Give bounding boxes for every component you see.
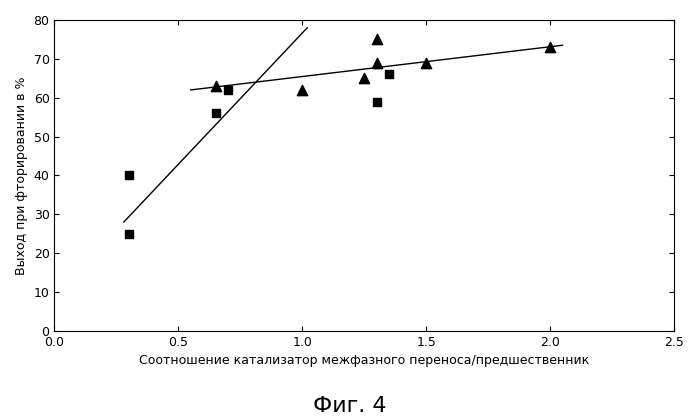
Point [371, 36, 382, 43]
Point [421, 59, 432, 66]
Y-axis label: Выход при фторировании в %: Выход при фторировании в % [15, 76, 28, 275]
Point [123, 172, 134, 179]
Point [359, 75, 370, 81]
Point [384, 71, 395, 78]
X-axis label: Соотношение катализатор межфазного переноса/предшественник: Соотношение катализатор межфазного перен… [139, 354, 589, 367]
Point [296, 87, 308, 93]
Point [210, 110, 221, 117]
Point [371, 98, 382, 105]
Point [210, 83, 221, 89]
Point [371, 59, 382, 66]
Point [123, 230, 134, 237]
Point [545, 44, 556, 50]
Point [222, 87, 233, 93]
Text: Фиг. 4: Фиг. 4 [312, 396, 387, 416]
